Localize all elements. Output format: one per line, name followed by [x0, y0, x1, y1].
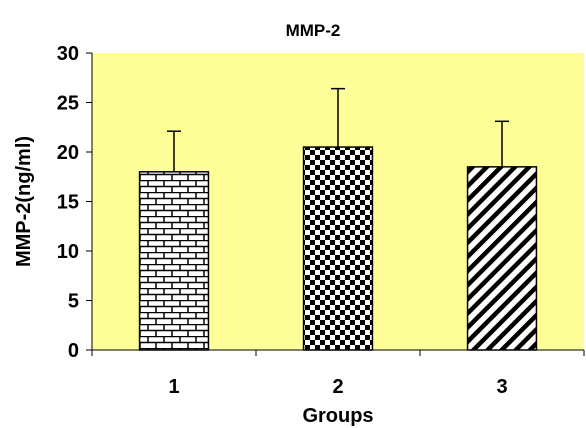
- error-bar-group-2: [331, 87, 345, 148]
- bar-group-2: [302, 146, 374, 351]
- bar-group-3: [466, 166, 538, 351]
- x-tick-label: 2: [332, 376, 343, 398]
- y-tick-label: 10: [57, 241, 79, 263]
- bars: [138, 146, 538, 351]
- y-axis-label: MMP-2(ng/ml): [13, 136, 35, 267]
- error-bars: [167, 87, 509, 172]
- bar-group-1: [138, 171, 210, 351]
- x-axis-ticks: 1 2 3: [91, 350, 585, 398]
- y-tick-label: 25: [57, 93, 79, 115]
- chart-title: MMP-2: [286, 21, 341, 40]
- y-tick-label: 0: [68, 340, 79, 362]
- y-tick-label: 5: [68, 291, 79, 313]
- error-bar-group-3: [495, 120, 509, 167]
- x-tick-label: 1: [168, 376, 179, 398]
- y-tick-label: 15: [57, 192, 79, 214]
- y-tick-label: 20: [57, 142, 79, 164]
- error-bar-group-1: [167, 130, 181, 172]
- x-tick-label: 3: [496, 376, 507, 398]
- y-axis-ticks: 0 5 10 15 20 25 30: [57, 43, 92, 362]
- y-tick-label: 30: [57, 43, 79, 65]
- x-axis-label: Groups: [302, 405, 373, 427]
